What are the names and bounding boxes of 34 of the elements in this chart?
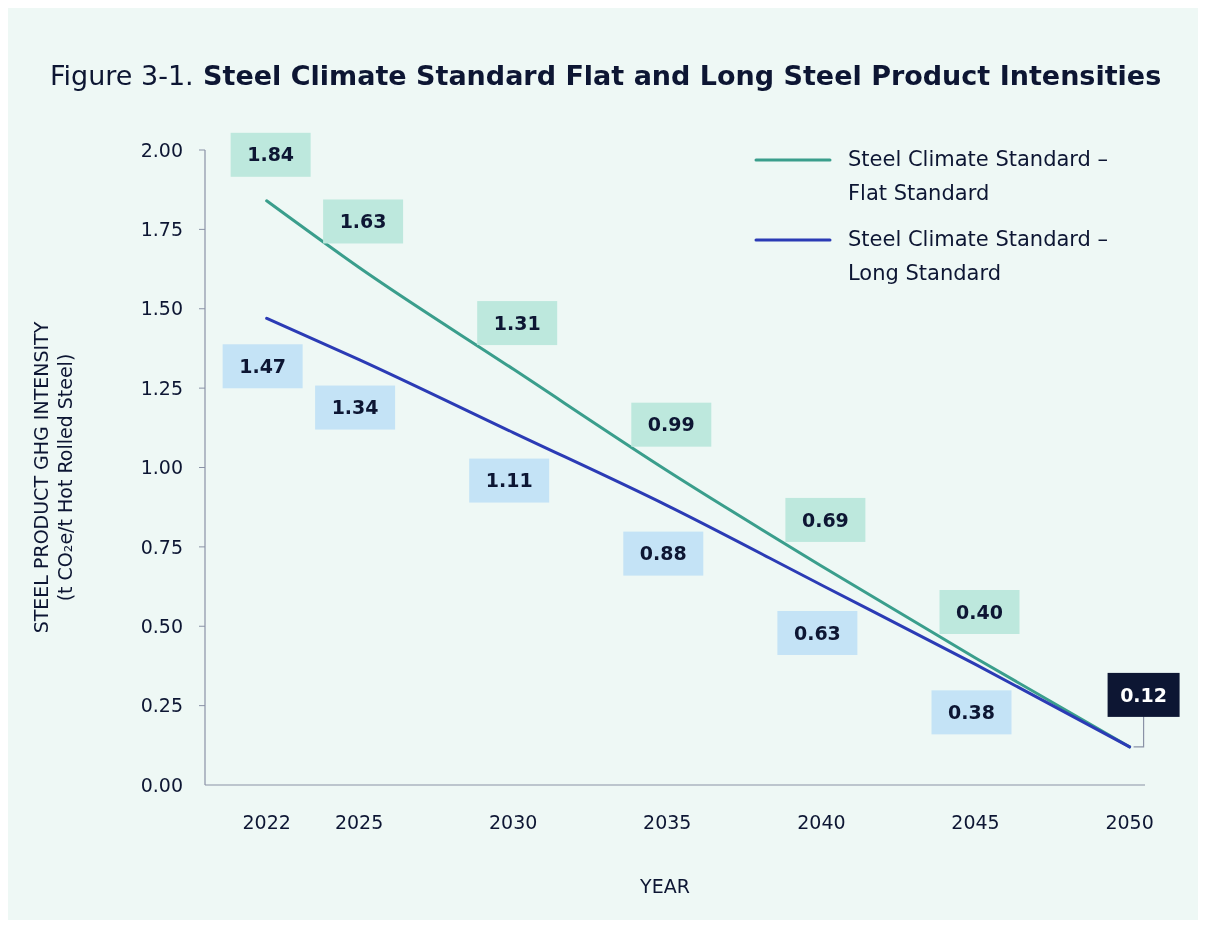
x-axis-title: YEAR [639, 875, 690, 897]
y-axis-title: STEEL PRODUCT GHG INTENSITY (t CO₂e/t Hot Rolled Steel) [30, 321, 76, 634]
x-tick-label: 2050 [1105, 811, 1154, 833]
data-label: 1.63 [339, 210, 387, 233]
x-tick-label: 2045 [951, 811, 1000, 833]
legend-label: Steel Climate Standard – Flat Standard [848, 147, 1109, 205]
y-tick-label: 2.00 [140, 138, 183, 161]
y-tick-label: 0.75 [140, 535, 183, 558]
chart-title: Figure 3-1. Steel Climate Standard Flat and Long Steel Product Intensities [50, 60, 1162, 91]
annotation: 0.12 [1120, 683, 1168, 706]
data-label: 1.47 [239, 354, 287, 377]
y-tick-label: 1.25 [140, 376, 183, 399]
data-label: 1.11 [485, 469, 533, 492]
data-label: 1.34 [331, 396, 379, 419]
legend-label: Steel Climate Standard – Long Standard [848, 227, 1109, 285]
data-label: 0.69 [801, 508, 849, 531]
y-tick-label: 0.50 [140, 614, 183, 637]
x-tick-label: 2022 [242, 811, 291, 833]
data-label: 0.40 [956, 600, 1003, 623]
data-label: 1.31 [493, 311, 541, 334]
x-tick-label: 2040 [797, 811, 846, 833]
data-label: 0.99 [647, 413, 695, 436]
y-tick-label: 1.50 [140, 297, 183, 320]
x-tick-label: 2035 [643, 811, 692, 833]
y-tick-label: 0.00 [140, 773, 183, 796]
data-label: 0.38 [948, 701, 995, 723]
y-tick-label: 1.75 [140, 218, 183, 241]
x-tick-label: 2025 [334, 811, 384, 833]
data-label: 0.88 [639, 542, 687, 565]
x-tick-label: 2030 [489, 811, 538, 833]
data-label: 1.84 [247, 143, 295, 166]
y-tick-label: 1.00 [140, 456, 183, 479]
data-label: 0.63 [793, 621, 841, 644]
y-tick-label: 0.25 [140, 694, 183, 717]
